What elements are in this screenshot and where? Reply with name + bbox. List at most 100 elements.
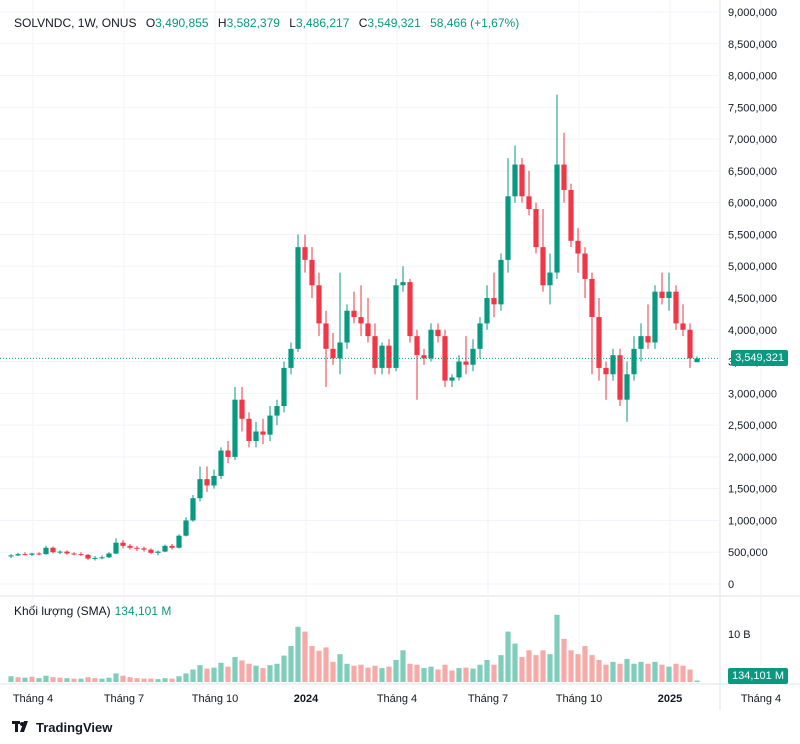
time-tick-label: Tháng 4 [13, 693, 53, 705]
volume-bar [519, 657, 525, 682]
candle-body [225, 450, 231, 457]
volume-bar [50, 677, 56, 682]
change-value: 58,466 (+1,67%) [430, 16, 520, 30]
volume-bar [120, 675, 126, 682]
volume-bar [589, 655, 595, 682]
candle-body [78, 554, 84, 556]
candle-body [498, 259, 504, 305]
brand[interactable]: TradingView [12, 718, 112, 736]
volume-bar [232, 657, 238, 682]
candle-body [540, 247, 546, 286]
time-tick-label: Tháng 7 [468, 693, 508, 705]
volume-bar [491, 664, 497, 682]
candle-body [610, 355, 616, 375]
time-tick-label: Tháng 4 [741, 693, 781, 705]
candle-body [239, 399, 245, 419]
volume-bar [624, 658, 630, 682]
price-tick-label: 6,500,000 [728, 166, 777, 178]
price-tick-label: 500,000 [728, 547, 768, 559]
volume-bar [414, 664, 420, 682]
candle-body [617, 355, 623, 400]
candle-body [638, 336, 644, 349]
price-tick-label: 2,000,000 [728, 452, 777, 464]
open-label: O [145, 16, 156, 30]
volume-bar [498, 655, 504, 682]
candle-body [561, 164, 567, 190]
volume-bar [400, 650, 406, 682]
candle-body [99, 557, 105, 559]
candle-body [29, 553, 35, 555]
volume-bar [505, 631, 511, 682]
volume-bar [141, 678, 147, 682]
candle-body [358, 317, 364, 324]
candle-body [372, 336, 378, 368]
volume-bar [442, 664, 448, 682]
candle-body [218, 450, 224, 476]
candle-body [323, 323, 329, 349]
price-tick-label: 1,000,000 [728, 515, 777, 527]
candle-body [435, 329, 441, 337]
candle-body [232, 399, 238, 457]
volume-bar [673, 663, 679, 682]
candle-body [274, 406, 280, 416]
volume-bar [92, 678, 98, 682]
volume-bar [568, 650, 574, 682]
volume-bar [197, 665, 203, 682]
candle-body [344, 310, 350, 343]
candle-body [113, 542, 119, 554]
volume-bar [281, 655, 287, 682]
volume-bar [134, 678, 140, 682]
volume-bar [687, 669, 693, 682]
candle-body [15, 554, 21, 556]
time-tick-label: Tháng 10 [556, 693, 602, 705]
candle-body [393, 285, 399, 368]
candle-body [22, 554, 28, 556]
candle-body [148, 549, 154, 553]
volume-bar [204, 668, 210, 682]
candle-body [645, 336, 651, 343]
price-tick-label: 7,500,000 [728, 102, 777, 114]
candle-body [337, 342, 343, 359]
candle-body [449, 377, 455, 381]
close-label: C [358, 16, 368, 30]
volume-bar [162, 678, 168, 682]
volume-bar [211, 667, 217, 682]
candle-body [183, 520, 189, 536]
candle-body [92, 557, 98, 559]
volume-bar [603, 664, 609, 682]
candle-body [533, 209, 539, 248]
volume-tick-label: 10 B [728, 629, 751, 641]
volume-bar [659, 664, 665, 682]
volume-bar [617, 663, 623, 682]
candle-body [190, 498, 196, 521]
volume-bar [316, 650, 322, 682]
volume-bar [85, 677, 91, 682]
symbol-label: SOLVNDC, 1W, ONUS [14, 16, 137, 30]
volume-sma-value: 134,101 M [114, 604, 172, 618]
candle-body [694, 358, 700, 363]
price-tick-label: 6,000,000 [728, 198, 777, 210]
volume-bar [435, 669, 441, 682]
volume-bar [36, 678, 42, 682]
volume-bar [260, 668, 266, 682]
candle-body [204, 479, 210, 486]
volume-bar [29, 676, 35, 682]
volume-bar [456, 668, 462, 682]
price-tick-label: 4,500,000 [728, 293, 777, 305]
volume-bar [253, 665, 259, 682]
volume-bar [344, 663, 350, 682]
candle-body [631, 348, 637, 375]
low-label: L [289, 16, 296, 30]
volume-bar [365, 667, 371, 682]
candle-body [379, 345, 385, 368]
candle-body [246, 418, 252, 441]
volume-bar [155, 679, 161, 682]
candle-body [50, 547, 56, 553]
volume-bar [680, 665, 686, 682]
price-tick-label: 7,000,000 [728, 134, 777, 146]
volume-bar [449, 670, 455, 682]
candle-body [260, 431, 266, 435]
candle-body [400, 282, 406, 286]
price-tick-label: 5,500,000 [728, 229, 777, 241]
